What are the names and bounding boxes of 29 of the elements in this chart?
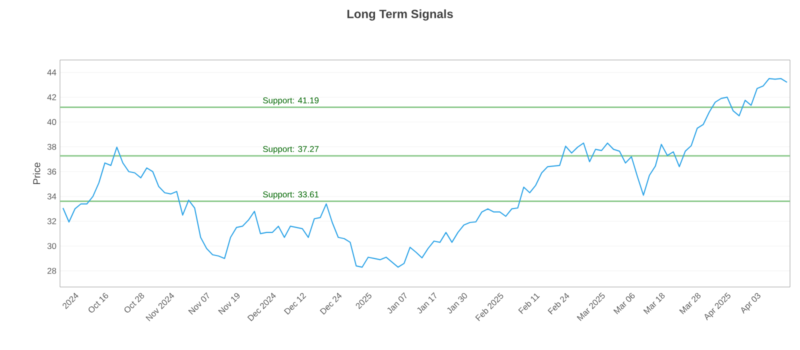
y-tick-label: 28 — [47, 268, 56, 274]
x-tick-label: Mar 18 — [643, 292, 665, 314]
x-tick-label: Feb 11 — [518, 293, 540, 314]
x-tick-label: Mar 28 — [679, 292, 701, 314]
x-tick-label: Nov 07 — [188, 292, 210, 315]
x-tick-label: Jan 30 — [447, 293, 468, 314]
x-tick-label: Feb 24 — [548, 292, 570, 314]
y-tick-label: 44 — [47, 69, 56, 76]
x-tick-label: Jan 17 — [417, 292, 436, 314]
x-tick-label: Nov 19 — [218, 293, 240, 315]
x-tick-label: Dec 24 — [320, 292, 342, 315]
x-tick-label: Mar 06 — [613, 292, 635, 314]
y-tick-label: 42 — [47, 94, 56, 100]
y-axis-title: Price — [32, 162, 40, 184]
y-tick-label: 34 — [47, 193, 56, 200]
x-tick-label: Apr 03 — [741, 292, 760, 314]
y-tick-label: 36 — [47, 168, 56, 175]
y-tick-label: 38 — [47, 144, 56, 150]
chart-title: Long Term Signals — [347, 9, 453, 21]
x-tick-label: Jan 07 — [387, 292, 407, 314]
x-tick-label: Oct 16 — [88, 292, 108, 312]
y-tick-label: 30 — [47, 243, 56, 250]
ref-line-label: Support: 37.27 — [263, 146, 319, 154]
y-tick-label: 32 — [47, 218, 56, 224]
ref-line-label: Support: 41.19 — [263, 97, 319, 106]
y-tick-label: 40 — [47, 119, 56, 126]
x-tick-label: Dec 12 — [284, 292, 306, 315]
x-tick-label: Oct 28 — [124, 292, 144, 312]
ref-line-label: Support: 33.61 — [263, 191, 319, 200]
